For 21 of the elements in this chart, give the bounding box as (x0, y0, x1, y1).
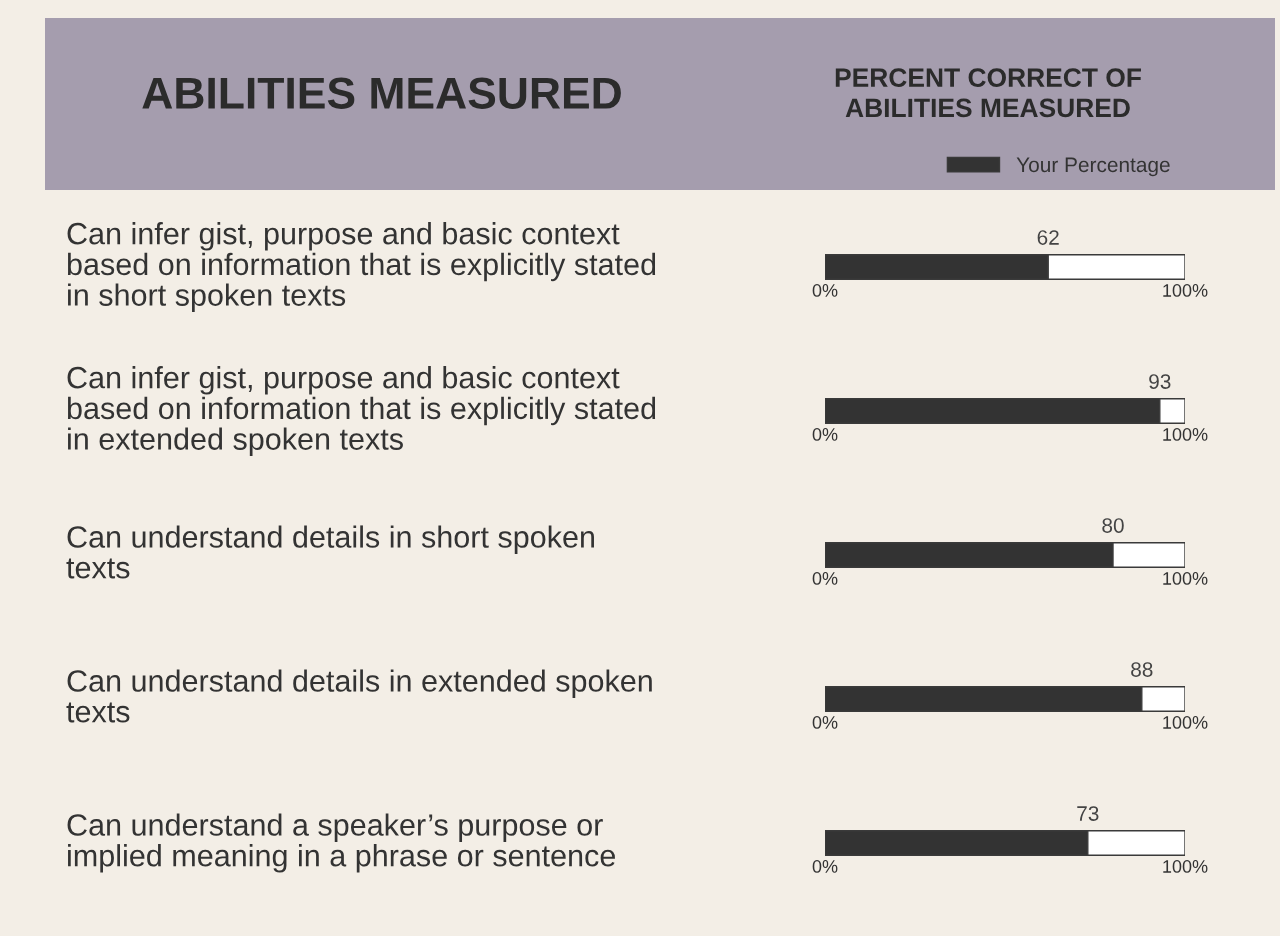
data-label: 62 (1037, 230, 1059, 245)
text: 0% (812, 284, 838, 297)
y-tick-label: Can infer gist, purpose and basic context based on information that is explicitly stated in extended spoken texts (67, 366, 656, 456)
y-tick-label: Can understand details in short spoken texts (66, 525, 594, 579)
text: 100% (1163, 428, 1208, 441)
y-tick-label: Can understand a speaker’s purpose or implied meaning in a phrase or sentence (67, 813, 615, 873)
text: 0% (812, 428, 838, 441)
chart-title: PERCENT CORRECT OF ABILITIES MEASURED (835, 68, 1141, 118)
text: 100% (1163, 716, 1208, 729)
y-tick-label: Can understand details in extended spoken texts (66, 669, 652, 723)
text: 0% (812, 572, 838, 585)
data-label: 73 (1077, 806, 1099, 821)
data-label: 80 (1102, 518, 1124, 533)
legend-label: Your Percentage (1016, 157, 1170, 177)
y-axis-title: ABILITIES MEASURED (142, 77, 621, 109)
text: 100% (1163, 284, 1208, 297)
y-tick-label: Can infer gist, purpose and basic context based on information that is explicitly stated in short spoken texts (67, 222, 656, 312)
data-label: 88 (1131, 662, 1153, 677)
text: 0% (812, 716, 838, 729)
data-label: 93 (1149, 374, 1171, 389)
text: 100% (1163, 572, 1208, 585)
